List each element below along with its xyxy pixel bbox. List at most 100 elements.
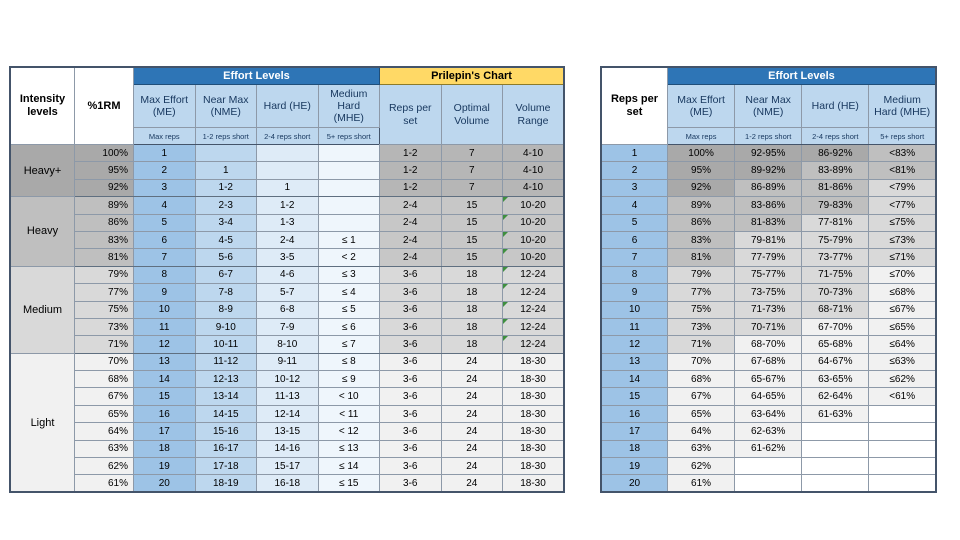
cell-volume-range: 10-20 — [502, 230, 565, 250]
table-row: 20 61% — [600, 474, 937, 493]
cell-max-effort: 68% — [666, 370, 736, 389]
table-row: 16 65% 63-64% 61-63% — [600, 404, 937, 424]
cell-near-max: 71-73% — [734, 300, 803, 319]
cell-volume-range: 18-30 — [502, 352, 565, 372]
right-header-sub-row: Max reps 1-2 reps short 2-4 reps short 5… — [601, 127, 937, 145]
cell-hard — [801, 457, 870, 476]
left-header-banner-row: Intensity levels %1RM Effort Levels Pril… — [9, 66, 565, 145]
cell-medium-hard: ≤75% — [868, 213, 937, 232]
cell-optimal-volume: 24 — [440, 387, 503, 406]
near-max-header: Near Max (NME) — [194, 84, 257, 128]
cell-max-effort: 8 — [133, 265, 196, 285]
cell-max-effort: 81% — [666, 248, 736, 267]
cell-reps-per-set: 1-2 — [379, 178, 442, 198]
cell-pct1rm: 70% — [74, 352, 134, 372]
cell-volume-range: 12-24 — [502, 283, 565, 302]
cell-max-effort: 95% — [666, 161, 736, 180]
cell-hard: 83-89% — [801, 161, 870, 180]
green-corner-flag-icon — [503, 336, 508, 342]
right-header-banner-row: Reps per set Effort Levels — [600, 66, 937, 145]
cell-medium-hard: ≤ 4 — [317, 283, 380, 302]
cell-medium-hard — [868, 404, 937, 424]
cell-medium-hard: < 12 — [317, 422, 380, 441]
cell-medium-hard — [317, 196, 380, 215]
cell-near-max: 70-71% — [734, 317, 803, 337]
cell-max-effort: 64% — [666, 422, 736, 441]
cell-medium-hard — [868, 439, 937, 459]
cell-max-effort: 61% — [666, 474, 736, 493]
cell-max-effort: 7 — [133, 248, 196, 267]
effort-levels-banner: Effort Levels — [133, 66, 380, 85]
intensity-group-label: Light — [9, 352, 75, 493]
cell-pct1rm: 83% — [74, 230, 134, 250]
table-row: 65% 16 14-15 12-14 < 11 3-6 24 18-30 — [10, 404, 565, 424]
table-row: 71% 12 10-11 8-10 ≤ 7 3-6 18 12-24 — [10, 335, 565, 354]
cell-medium-hard — [868, 457, 937, 476]
cell-hard: 71-75% — [801, 265, 870, 285]
cell-reps-per-set: 3-6 — [379, 387, 442, 406]
cell-optimal-volume: 15 — [440, 248, 503, 267]
cell-optimal-volume: 18 — [440, 300, 503, 319]
cell-max-effort: 77% — [666, 283, 736, 302]
table-row: 83% 6 4-5 2-4 ≤ 1 2-4 15 10-20 — [10, 230, 565, 250]
medium-hard-header: Medium Hard (MHE) — [868, 84, 937, 128]
cell-near-max — [734, 457, 803, 476]
cell-near-max: 86-89% — [734, 178, 803, 198]
green-corner-flag-icon — [503, 319, 508, 324]
cell-medium-hard: ≤ 3 — [317, 265, 380, 285]
cell-near-max: 62-63% — [734, 422, 803, 441]
cell-medium-hard: ≤64% — [868, 335, 937, 354]
cell-optimal-volume: 15 — [440, 213, 503, 232]
cell-optimal-volume: 18 — [440, 317, 503, 337]
cell-reps-per-set: 9 — [600, 283, 668, 302]
cell-max-effort: 4 — [133, 196, 196, 215]
cell-medium-hard: ≤ 6 — [317, 317, 380, 337]
pct1rm-header: %1RM — [74, 66, 134, 145]
cell-medium-hard: ≤68% — [868, 283, 937, 302]
cell-reps-per-set: 3-6 — [379, 335, 442, 354]
cell-medium-hard — [868, 422, 937, 441]
table-row: 11 73% 70-71% 67-70% ≤65% — [600, 317, 937, 337]
cell-pct1rm: 81% — [74, 248, 134, 267]
cell-volume-range: 12-24 — [502, 265, 565, 285]
table-row: 15 67% 64-65% 62-64% <61% — [600, 387, 937, 406]
cell-optimal-volume: 24 — [440, 352, 503, 372]
cell-pct1rm: 71% — [74, 335, 134, 354]
cell-near-max: 81-83% — [734, 213, 803, 232]
cell-optimal-volume: 15 — [440, 196, 503, 215]
table-row: 10 75% 71-73% 68-71% ≤67% — [600, 300, 937, 319]
max-reps-subheader: Max reps — [133, 127, 196, 145]
cell-reps-per-set: 3-6 — [379, 265, 442, 285]
cell-optimal-volume: 24 — [440, 457, 503, 476]
cell-medium-hard: ≤ 13 — [317, 439, 380, 459]
cell-reps-per-set: 16 — [600, 404, 668, 424]
right-header-title-row: Max Effort (ME) Near Max (NME) Hard (HE)… — [601, 84, 937, 128]
nme-reps-short-subheader: 1-2 reps short — [194, 127, 257, 145]
cell-optimal-volume: 24 — [440, 474, 503, 493]
table-row: 92% 3 1-2 1 1-2 7 4-10 — [10, 178, 565, 198]
cell-volume-range: 4-10 — [502, 143, 565, 163]
cell-medium-hard: ≤63% — [868, 352, 937, 372]
cell-hard — [801, 474, 870, 493]
cell-medium-hard — [317, 161, 380, 180]
cell-medium-hard — [868, 474, 937, 493]
cell-medium-hard — [317, 143, 380, 163]
cell-hard — [801, 439, 870, 459]
cell-medium-hard: <83% — [868, 143, 937, 163]
mhe-reps-short-subheader: 5+ reps short — [868, 127, 937, 145]
table-row: 81% 7 5-6 3-5 < 2 2-4 15 10-20 — [10, 248, 565, 267]
cell-hard: 68-71% — [801, 300, 870, 319]
cell-optimal-volume: 24 — [440, 439, 503, 459]
cell-optimal-volume: 18 — [440, 335, 503, 354]
table-row: 19 62% — [600, 457, 937, 476]
cell-near-max: 18-19 — [194, 474, 257, 493]
cell-medium-hard: ≤65% — [868, 317, 937, 337]
cell-medium-hard — [317, 213, 380, 232]
green-corner-flag-icon — [503, 249, 508, 255]
table-row: 86% 5 3-4 1-3 2-4 15 10-20 — [10, 213, 565, 232]
cell-reps-per-set: 1 — [600, 143, 668, 163]
cell-max-effort: 67% — [666, 387, 736, 406]
cell-max-effort: 6 — [133, 230, 196, 250]
reps-per-set-header: Reps per set — [600, 66, 668, 145]
cell-max-effort: 3 — [133, 178, 196, 198]
